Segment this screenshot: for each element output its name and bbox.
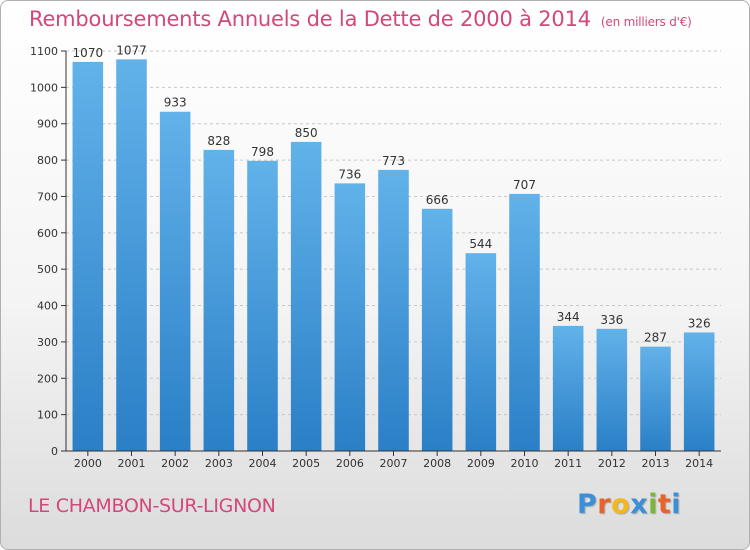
x-tick-label: 2003	[205, 457, 233, 470]
logo-letter: x	[630, 489, 649, 520]
unit-label: (en milliers d'€)	[600, 15, 692, 29]
logo-letter: P	[577, 489, 598, 520]
logo-letter: t	[657, 489, 672, 520]
x-tick-label: 2010	[511, 457, 539, 470]
data-label: 736	[338, 167, 361, 181]
bar	[552, 325, 584, 451]
bar	[683, 332, 715, 451]
place-name: LE CHAMBON-SUR-LIGNON	[28, 495, 276, 517]
x-tick-label: 2014	[685, 457, 713, 470]
x-tick-label: 2002	[161, 457, 189, 470]
x-tick-label: 2000	[74, 457, 102, 470]
y-tick-label: 1000	[30, 81, 58, 94]
bar	[334, 183, 366, 451]
bar	[203, 149, 235, 451]
proxiti-logo: Proxiti	[577, 489, 681, 520]
data-label: 544	[469, 237, 492, 251]
chart-title: Remboursements Annuels de la Dette de 20…	[29, 7, 692, 31]
x-tick-label: 2011	[554, 457, 582, 470]
bar	[290, 141, 322, 451]
x-tick-label: 2009	[467, 457, 495, 470]
bar	[247, 160, 278, 451]
y-tick-label: 200	[37, 372, 58, 385]
data-label: 798	[251, 145, 274, 159]
bar	[72, 61, 104, 452]
data-labels: 1070 1077 933 828 798 850 736 773 666 544 707 344 33…	[73, 43, 711, 344]
x-tick-label: 2005	[292, 457, 320, 470]
x-tick-label: 2004	[249, 457, 277, 470]
x-tick-label: 2008	[423, 457, 451, 470]
x-tick-label: 2012	[598, 457, 626, 470]
x-tick-label: 2013	[642, 457, 670, 470]
y-tick-label: 700	[37, 190, 58, 203]
bar	[596, 328, 628, 451]
data-label: 344	[557, 310, 580, 324]
data-label: 1070	[73, 46, 104, 60]
bar	[509, 193, 540, 451]
logo-letter: i	[671, 489, 682, 520]
axes: 0 100 200 300 400 500 600 700 800 900 1000 1100 2000…	[30, 45, 721, 470]
y-tick-label: 600	[37, 227, 58, 240]
y-tick-label: 400	[37, 300, 58, 313]
x-tick-label: 2001	[118, 457, 146, 470]
x-tick-label: 2007	[380, 457, 408, 470]
y-tick-label: 300	[37, 336, 58, 349]
y-tick-label: 800	[37, 154, 58, 167]
data-label: 773	[382, 154, 405, 168]
x-tick-label: 2006	[336, 457, 364, 470]
bar	[116, 59, 147, 451]
title-text: Remboursements Annuels de la Dette de 20…	[29, 7, 591, 31]
bar	[159, 111, 191, 452]
bar	[378, 169, 409, 451]
data-label: 933	[164, 96, 187, 110]
data-label: 287	[644, 331, 667, 345]
y-tick-label: 0	[51, 445, 58, 458]
y-tick-label: 900	[37, 118, 58, 131]
data-label: 1077	[116, 43, 147, 57]
data-label: 707	[513, 178, 536, 192]
data-label: 828	[207, 134, 230, 148]
y-tick-label: 1100	[30, 45, 58, 58]
y-tick-label: 100	[37, 409, 58, 422]
logo-letter: r	[597, 489, 612, 520]
data-label: 336	[600, 313, 623, 327]
data-label: 326	[688, 316, 711, 330]
y-tick-label: 500	[37, 263, 58, 276]
data-label: 850	[295, 126, 318, 140]
logo-letter: i	[648, 489, 658, 520]
bar	[421, 208, 453, 451]
bar	[465, 253, 497, 451]
bars	[72, 59, 715, 452]
bar	[640, 346, 671, 451]
logo-letter: o	[611, 489, 631, 520]
data-label: 666	[426, 193, 449, 207]
